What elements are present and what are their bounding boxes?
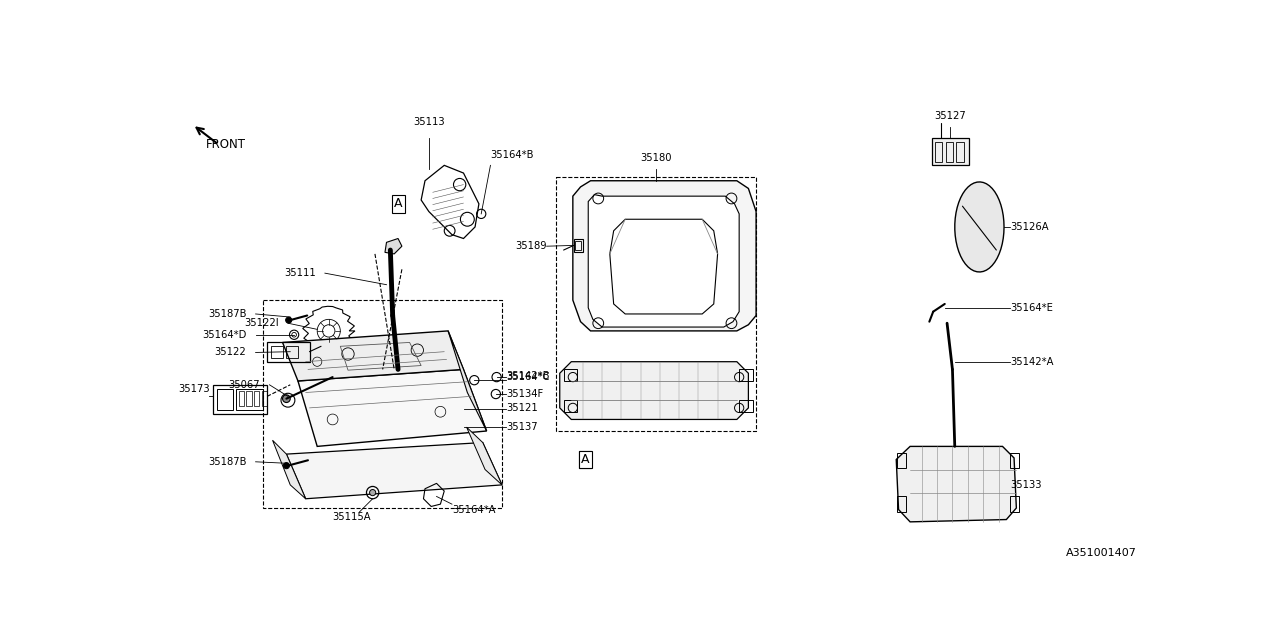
Bar [238, 391, 244, 406]
Bar [218, 388, 233, 410]
Circle shape [285, 317, 292, 323]
Bar [563, 369, 577, 381]
Text: 35142*B: 35142*B [506, 371, 549, 381]
Text: 35113: 35113 [413, 117, 444, 127]
Text: 35189: 35189 [515, 241, 547, 251]
Bar [1010, 497, 1019, 512]
Circle shape [283, 463, 289, 468]
Polygon shape [385, 239, 402, 254]
Text: A: A [394, 197, 402, 211]
Polygon shape [298, 369, 486, 447]
Bar [556, 177, 756, 431]
Text: 35164*D: 35164*D [202, 330, 246, 340]
Polygon shape [896, 447, 1016, 522]
Bar [271, 346, 283, 358]
Bar [956, 142, 964, 161]
Bar [287, 346, 298, 358]
Text: 35187B: 35187B [207, 309, 246, 319]
Bar [897, 452, 906, 468]
Polygon shape [467, 427, 502, 485]
Polygon shape [573, 180, 756, 331]
Text: A: A [581, 453, 589, 466]
Polygon shape [589, 195, 739, 327]
Circle shape [370, 490, 376, 496]
Text: A351001407: A351001407 [1066, 548, 1137, 558]
Text: 35164*B: 35164*B [490, 150, 534, 161]
Bar [1010, 452, 1019, 468]
Text: 35180: 35180 [640, 153, 672, 163]
Bar [934, 142, 942, 161]
Polygon shape [955, 182, 1004, 272]
Text: 35126A: 35126A [1010, 222, 1048, 232]
Text: 35164*A: 35164*A [452, 504, 495, 515]
Text: 35137: 35137 [506, 422, 538, 432]
Circle shape [283, 395, 291, 403]
Bar [932, 138, 969, 165]
Text: A: A [581, 453, 589, 466]
Bar [253, 391, 260, 406]
Text: 35115A: 35115A [333, 512, 371, 522]
Polygon shape [287, 442, 502, 499]
Bar [739, 400, 753, 412]
Text: 35067: 35067 [228, 380, 260, 390]
Text: FRONT: FRONT [206, 138, 246, 152]
Text: 35134F: 35134F [506, 389, 543, 399]
Polygon shape [448, 331, 486, 431]
Text: 35173: 35173 [178, 383, 210, 394]
Polygon shape [559, 362, 749, 419]
Bar [573, 239, 582, 252]
Text: 35122I: 35122I [244, 318, 279, 328]
Bar [268, 342, 310, 362]
Text: 35127: 35127 [934, 111, 966, 122]
Bar [246, 391, 252, 406]
Text: 35111: 35111 [284, 268, 316, 278]
Bar [897, 497, 906, 512]
Text: 35142*A: 35142*A [1010, 356, 1053, 367]
Bar [946, 142, 954, 161]
Polygon shape [283, 331, 463, 381]
Bar [264, 300, 502, 508]
Text: 35164*C: 35164*C [506, 372, 549, 382]
Bar [237, 388, 264, 410]
Bar [739, 369, 753, 381]
Bar [563, 400, 577, 412]
Bar [575, 241, 581, 250]
Text: 35187B: 35187B [207, 457, 246, 467]
Bar [262, 391, 268, 406]
Text: 35133: 35133 [1010, 480, 1042, 490]
Polygon shape [273, 440, 306, 499]
Text: 35164*E: 35164*E [1010, 303, 1053, 313]
Text: 35122: 35122 [215, 348, 246, 358]
Bar [214, 385, 268, 414]
Text: 35121: 35121 [506, 403, 538, 413]
